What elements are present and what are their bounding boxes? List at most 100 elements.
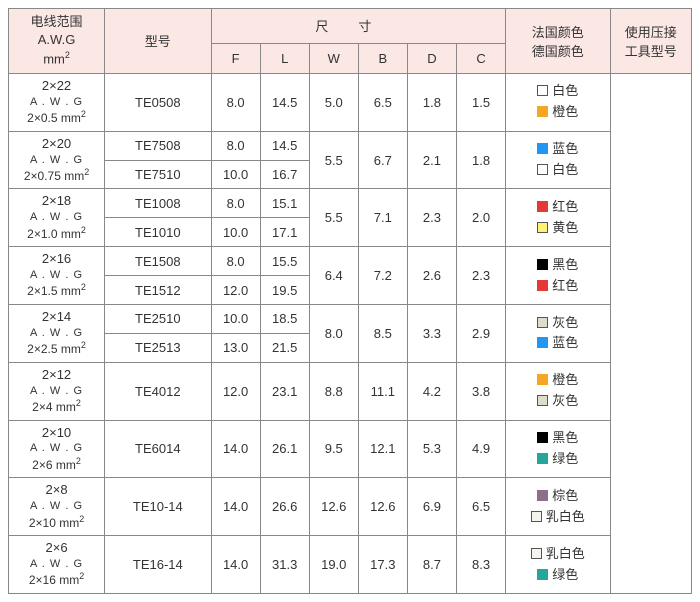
color-name: 白色: [552, 83, 578, 98]
color-line: 橙色: [508, 370, 607, 391]
color-swatch: [537, 222, 548, 233]
model-cell: TE2510: [105, 305, 212, 334]
color-cell: 红色黄色: [506, 189, 610, 247]
dim-C: 8.3: [456, 536, 505, 594]
color-line: 蓝色: [508, 139, 607, 160]
color-line: 白色: [508, 160, 607, 181]
color-name: 乳白色: [546, 546, 585, 561]
dim-D: 1.8: [407, 73, 456, 131]
dim-L: 16.7: [260, 160, 309, 189]
model-cell: TE7508: [105, 131, 212, 160]
color-line: 红色: [508, 276, 607, 297]
color-line: 蓝色: [508, 333, 607, 354]
color-line: 绿色: [508, 449, 607, 470]
color-line: 黄色: [508, 218, 607, 239]
hdr-C: C: [456, 43, 505, 73]
color-swatch: [537, 85, 548, 96]
dim-L: 17.1: [260, 218, 309, 247]
color-name: 蓝色: [552, 335, 578, 350]
table-body: 2×22 A . W . G 2×0.5 mm2 TE05088.014.55.…: [9, 73, 692, 593]
color-line: 乳白色: [508, 507, 607, 528]
color-name: 白色: [552, 162, 578, 177]
spec-table: 电线范围 A.W.G mm2 型号 尺寸 法国颜色德国颜色 使用压接工具型号 F…: [8, 8, 692, 594]
model-cell: TE10-14: [105, 478, 212, 536]
dim-L: 15.5: [260, 247, 309, 276]
color-name: 橙色: [552, 104, 578, 119]
table-row: 2×20 A . W . G 2×0.75 mm2 TE75088.014.55…: [9, 131, 692, 160]
dim-D: 3.3: [407, 305, 456, 363]
dim-L: 26.1: [260, 420, 309, 478]
color-name: 蓝色: [552, 141, 578, 156]
dim-C: 6.5: [456, 478, 505, 536]
dim-F: 8.0: [211, 73, 260, 131]
color-name: 黑色: [552, 430, 578, 445]
dim-F: 8.0: [211, 131, 260, 160]
dim-D: 2.6: [407, 247, 456, 305]
dim-W: 12.6: [309, 478, 358, 536]
model-cell: TE1010: [105, 218, 212, 247]
dim-B: 17.3: [358, 536, 407, 594]
color-swatch: [537, 106, 548, 117]
dim-F: 12.0: [211, 276, 260, 305]
hdr-dims: 尺寸: [211, 9, 506, 44]
model-cell: TE7510: [105, 160, 212, 189]
color-swatch: [537, 143, 548, 154]
wire-range-cell: 2×22 A . W . G 2×0.5 mm2: [9, 73, 105, 131]
color-swatch: [537, 569, 548, 580]
dim-F: 14.0: [211, 478, 260, 536]
color-cell: 黑色绿色: [506, 420, 610, 478]
dim-C: 1.5: [456, 73, 505, 131]
color-line: 绿色: [508, 565, 607, 586]
color-swatch: [537, 337, 548, 348]
color-line: 棕色: [508, 486, 607, 507]
wire-range-cell: 2×8 A . W . G 2×10 mm2: [9, 478, 105, 536]
dim-C: 3.8: [456, 362, 505, 420]
model-cell: TE0508: [105, 73, 212, 131]
hdr-W: W: [309, 43, 358, 73]
color-name: 黑色: [552, 257, 578, 272]
dim-B: 7.2: [358, 247, 407, 305]
dim-W: 5.5: [309, 189, 358, 247]
dim-W: 5.0: [309, 73, 358, 131]
wire-range-cell: 2×18 A . W . G 2×1.0 mm2: [9, 189, 105, 247]
table-row: 2×6 A . W . G 2×16 mm2 TE16-1414.031.319…: [9, 536, 692, 594]
dim-L: 18.5: [260, 305, 309, 334]
dim-F: 14.0: [211, 420, 260, 478]
color-line: 灰色: [508, 391, 607, 412]
color-swatch: [537, 164, 548, 175]
color-name: 绿色: [552, 567, 578, 582]
color-name: 红色: [552, 199, 578, 214]
color-name: 棕色: [552, 488, 578, 503]
dim-L: 31.3: [260, 536, 309, 594]
color-swatch: [537, 317, 548, 328]
dim-B: 11.1: [358, 362, 407, 420]
dim-F: 13.0: [211, 333, 260, 362]
color-line: 黑色: [508, 255, 607, 276]
dim-B: 12.1: [358, 420, 407, 478]
dim-B: 12.6: [358, 478, 407, 536]
model-cell: TE6014: [105, 420, 212, 478]
dim-C: 4.9: [456, 420, 505, 478]
color-cell: 橙色灰色: [506, 362, 610, 420]
table-row: 2×12 A . W . G 2×4 mm2 TE401212.023.18.8…: [9, 362, 692, 420]
dim-C: 2.3: [456, 247, 505, 305]
color-name: 橙色: [552, 372, 578, 387]
color-cell: 棕色乳白色: [506, 478, 610, 536]
table-row: 2×8 A . W . G 2×10 mm2 TE10-1414.026.612…: [9, 478, 692, 536]
dim-W: 5.5: [309, 131, 358, 189]
hdr-color: 法国颜色德国颜色: [506, 9, 610, 74]
color-swatch: [537, 259, 548, 270]
hdr-D: D: [407, 43, 456, 73]
model-cell: TE2513: [105, 333, 212, 362]
dim-L: 26.6: [260, 478, 309, 536]
hdr-wire: 电线范围 A.W.G mm2: [9, 9, 105, 74]
tool-cell: [610, 73, 691, 593]
dim-B: 8.5: [358, 305, 407, 363]
table-header: 电线范围 A.W.G mm2 型号 尺寸 法国颜色德国颜色 使用压接工具型号 F…: [9, 9, 692, 74]
dim-C: 2.0: [456, 189, 505, 247]
dim-L: 14.5: [260, 73, 309, 131]
dim-F: 10.0: [211, 160, 260, 189]
color-line: 灰色: [508, 313, 607, 334]
wire-range-cell: 2×12 A . W . G 2×4 mm2: [9, 362, 105, 420]
model-cell: TE16-14: [105, 536, 212, 594]
